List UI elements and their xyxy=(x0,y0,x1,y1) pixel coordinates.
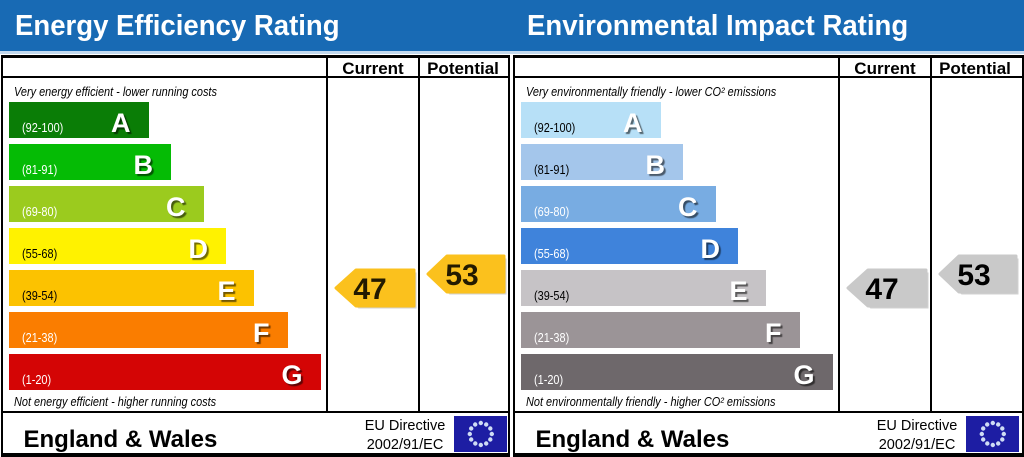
svg-text:53: 53 xyxy=(957,259,990,292)
svg-text:47: 47 xyxy=(865,273,898,306)
svg-text:47: 47 xyxy=(353,273,386,306)
svg-text:53: 53 xyxy=(445,259,478,292)
